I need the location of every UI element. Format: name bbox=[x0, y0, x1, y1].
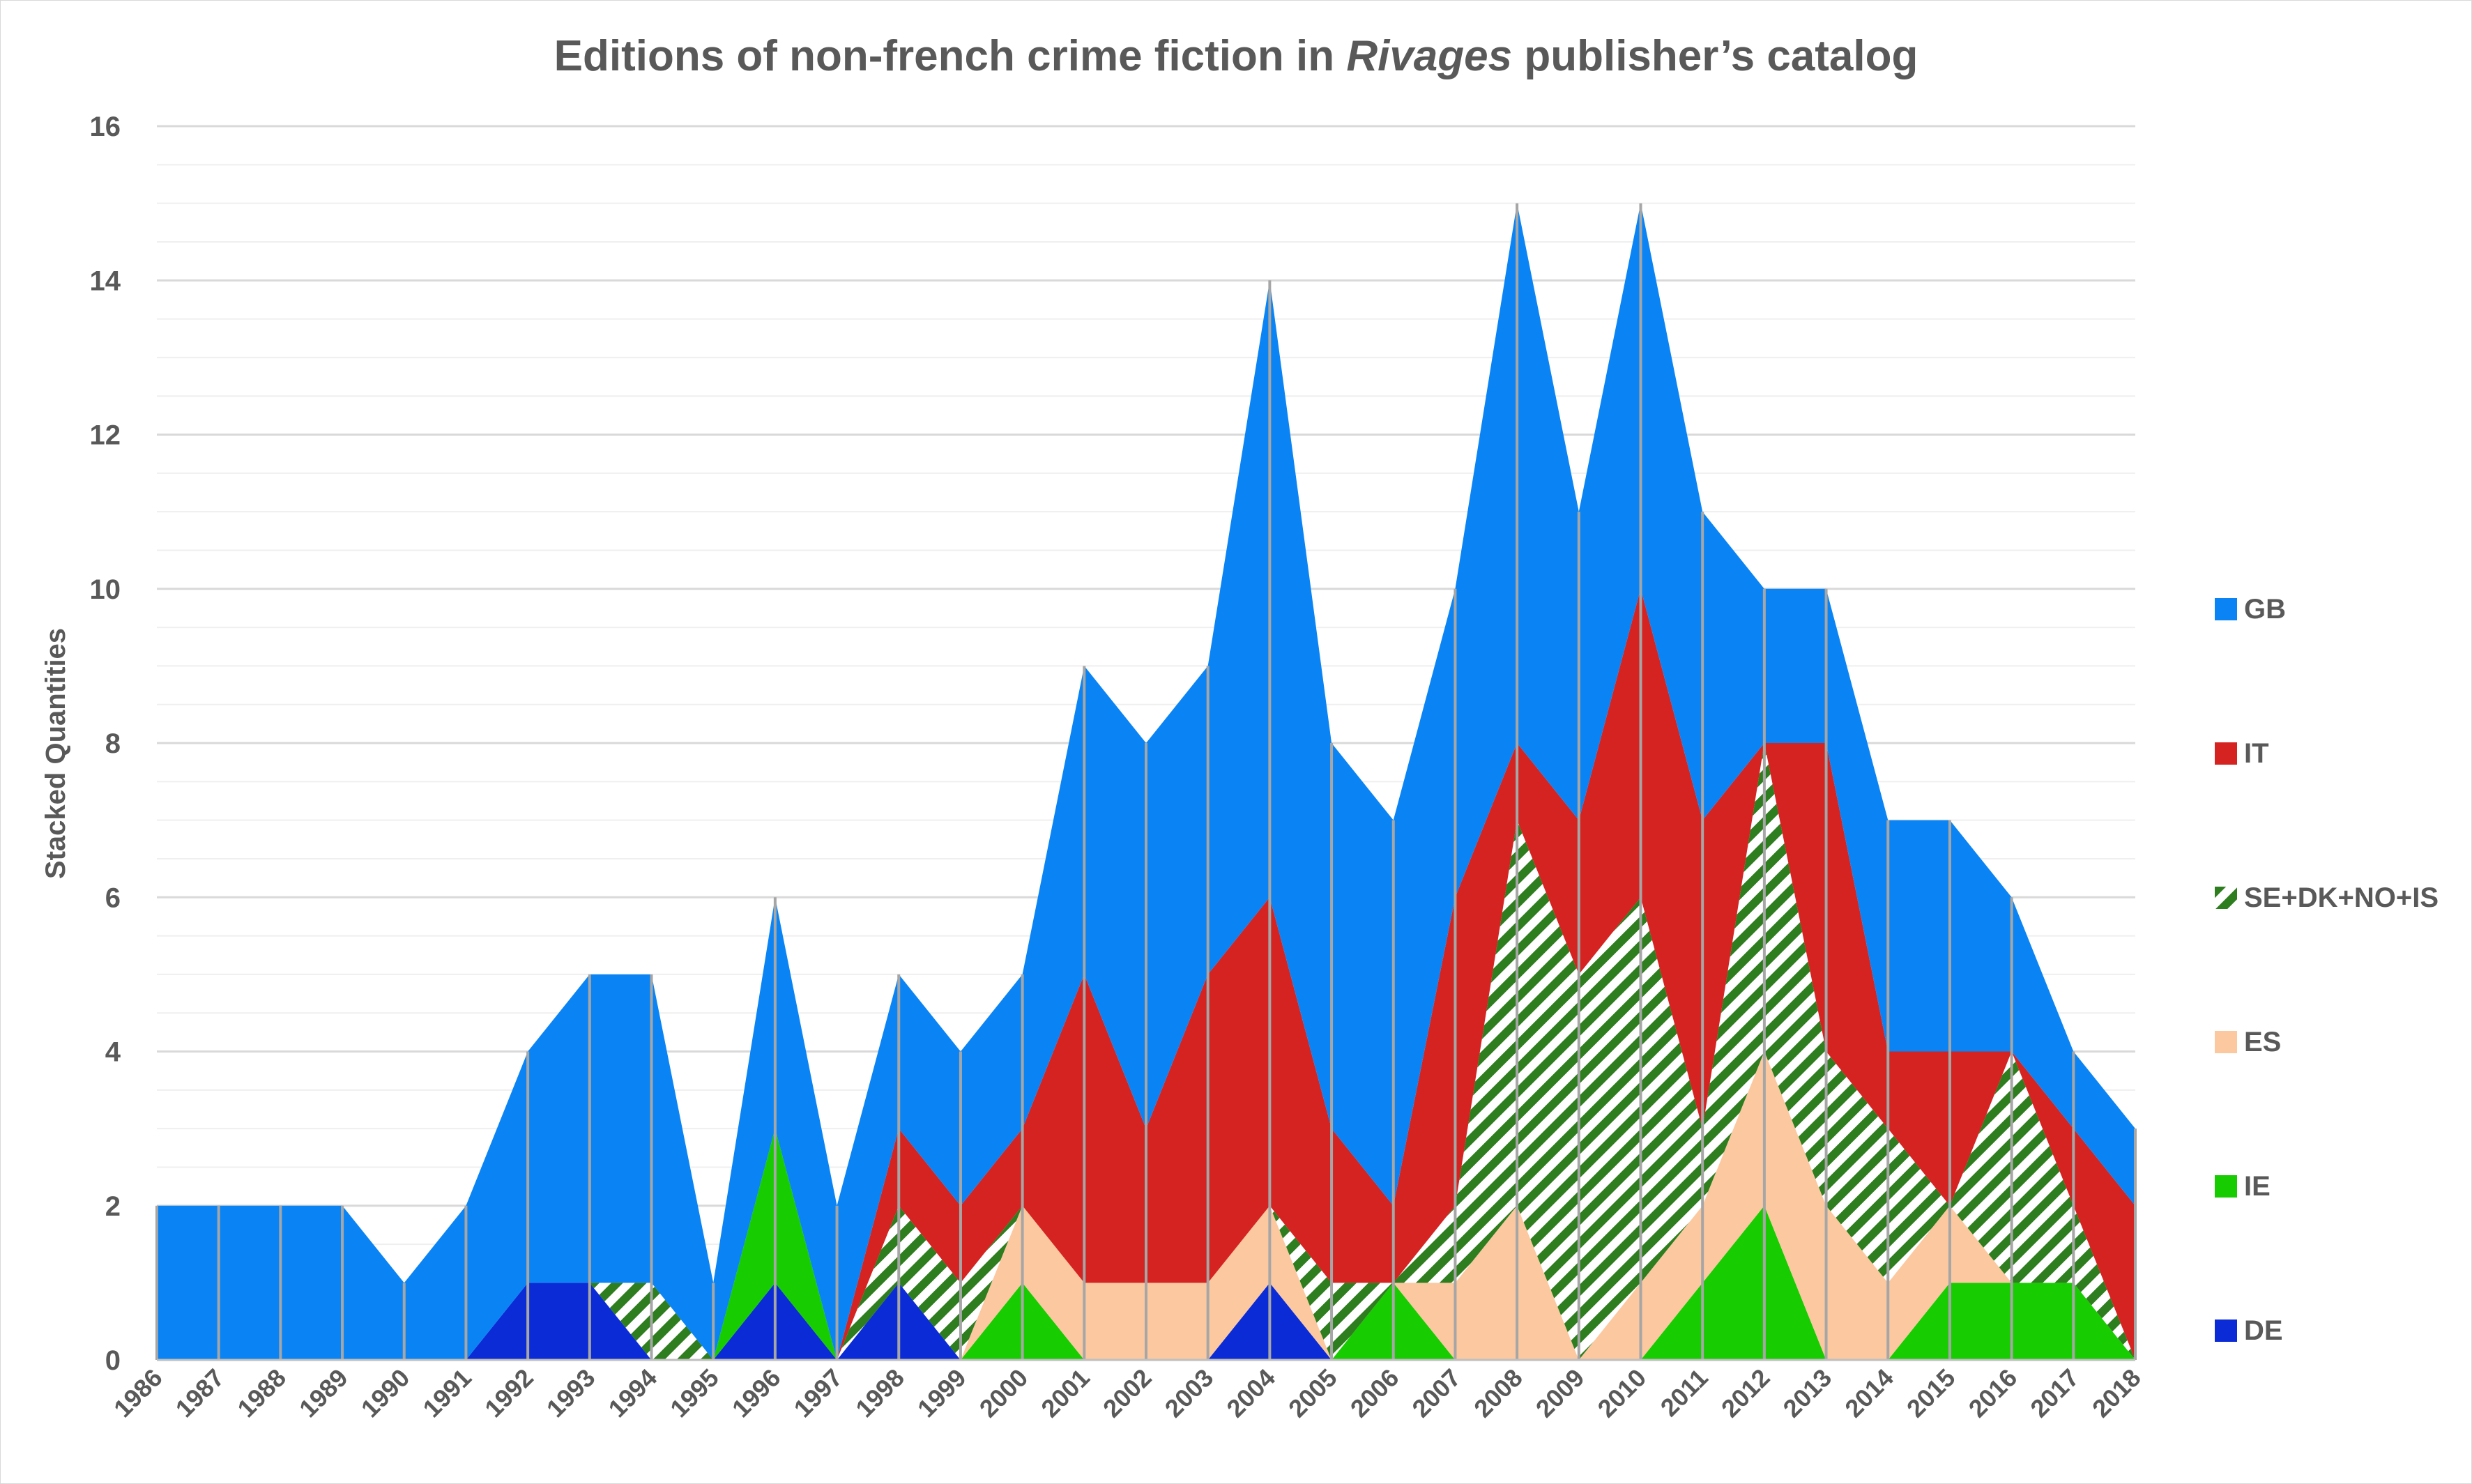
legend-swatch bbox=[2215, 598, 2237, 620]
x-tick-label: 1998 bbox=[850, 1363, 910, 1423]
x-tick-label: 2005 bbox=[1283, 1363, 1343, 1423]
y-tick-label: 4 bbox=[105, 1037, 121, 1068]
legend-label: GB bbox=[2244, 594, 2286, 625]
legend-swatch bbox=[2215, 742, 2237, 765]
y-tick-label: 12 bbox=[90, 420, 121, 451]
legend-swatch bbox=[2215, 1319, 2237, 1342]
legend-label: IT bbox=[2244, 738, 2269, 769]
x-tick-label: 1992 bbox=[479, 1363, 539, 1423]
legend-item-ie: IE bbox=[2215, 1171, 2271, 1202]
y-tick-label: 2 bbox=[105, 1191, 121, 1222]
x-tick-label: 1995 bbox=[664, 1363, 724, 1423]
x-tick-label: 1987 bbox=[170, 1363, 230, 1423]
x-tick-label: 2006 bbox=[1345, 1363, 1405, 1423]
area-series-ie bbox=[157, 1129, 2135, 1360]
chart-title-emphasis: Rivages bbox=[1346, 32, 1512, 80]
chart-title-prefix: Editions of non-french crime fiction in bbox=[554, 32, 1347, 80]
x-tick-label: 2016 bbox=[1963, 1363, 2023, 1423]
legend: GB IT SE+DK+NO+IS ES IE DE bbox=[2215, 594, 2439, 1346]
drop-lines bbox=[155, 203, 2137, 1360]
legend-item-gb: GB bbox=[2215, 594, 2286, 625]
x-tick-label: 2000 bbox=[974, 1363, 1034, 1423]
chart-title: Editions of non-french crime fiction in … bbox=[554, 32, 1918, 80]
y-axis: 0 2 4 6 8 10 12 14 16 bbox=[90, 112, 121, 1376]
legend-item-it: IT bbox=[2215, 738, 2269, 769]
legend-label: IE bbox=[2244, 1171, 2271, 1202]
x-tick-label: 2013 bbox=[1778, 1363, 1838, 1423]
y-axis-label: Stacked Quantities bbox=[40, 628, 71, 879]
legend-label: SE+DK+NO+IS bbox=[2244, 882, 2439, 913]
x-tick-label: 1988 bbox=[231, 1363, 291, 1423]
y-tick-label: 14 bbox=[90, 266, 121, 296]
x-tick-label: 2008 bbox=[1468, 1363, 1528, 1423]
x-tick-label: 2001 bbox=[1035, 1363, 1095, 1423]
x-tick-label: 1989 bbox=[293, 1363, 353, 1423]
y-tick-label: 6 bbox=[105, 882, 121, 913]
x-tick-label: 1993 bbox=[541, 1363, 601, 1423]
x-tick-label: 2002 bbox=[1097, 1363, 1157, 1423]
x-tick-label: 2007 bbox=[1406, 1363, 1466, 1423]
area-series-de bbox=[157, 1283, 2135, 1360]
x-tick-label: 1997 bbox=[788, 1363, 848, 1423]
legend-item-es: ES bbox=[2215, 1027, 2281, 1057]
y-tick-label: 16 bbox=[90, 112, 121, 142]
legend-swatch bbox=[2215, 1175, 2237, 1198]
chart-title-suffix: publisher’s catalog bbox=[1512, 32, 1918, 80]
x-tick-label: 2012 bbox=[1716, 1363, 1776, 1423]
legend-label: ES bbox=[2244, 1027, 2281, 1057]
y-tick-label: 10 bbox=[90, 574, 121, 605]
x-tick-label: 1994 bbox=[603, 1363, 663, 1423]
x-tick-label: 2017 bbox=[2024, 1363, 2084, 1423]
x-tick-label: 1999 bbox=[912, 1363, 972, 1423]
legend-swatch bbox=[2215, 1031, 2237, 1053]
x-tick-label: 2003 bbox=[1159, 1363, 1219, 1423]
x-tick-label: 2018 bbox=[2086, 1363, 2146, 1423]
legend-item-de: DE bbox=[2215, 1315, 2283, 1346]
y-tick-label: 0 bbox=[105, 1345, 121, 1376]
x-tick-label: 2015 bbox=[1901, 1363, 1961, 1423]
x-tick-label: 2010 bbox=[1592, 1363, 1652, 1423]
x-tick-label: 2009 bbox=[1530, 1363, 1590, 1423]
legend-label: DE bbox=[2244, 1315, 2283, 1346]
legend-item-se-dk-no-is: SE+DK+NO+IS bbox=[2215, 882, 2439, 913]
x-tick-label: 1991 bbox=[417, 1363, 477, 1423]
x-axis: 1986 1987 1988 1989 1990 1991 1992 1993 1994 1995… bbox=[108, 1359, 2146, 1423]
y-tick-label: 8 bbox=[105, 728, 121, 759]
x-tick-label: 1990 bbox=[356, 1363, 415, 1423]
x-tick-label: 2004 bbox=[1221, 1363, 1281, 1423]
x-tick-label: 2014 bbox=[1839, 1363, 1899, 1423]
legend-swatch bbox=[2215, 887, 2237, 909]
x-tick-label: 1996 bbox=[726, 1363, 786, 1423]
x-tick-label: 2011 bbox=[1655, 1363, 1714, 1422]
